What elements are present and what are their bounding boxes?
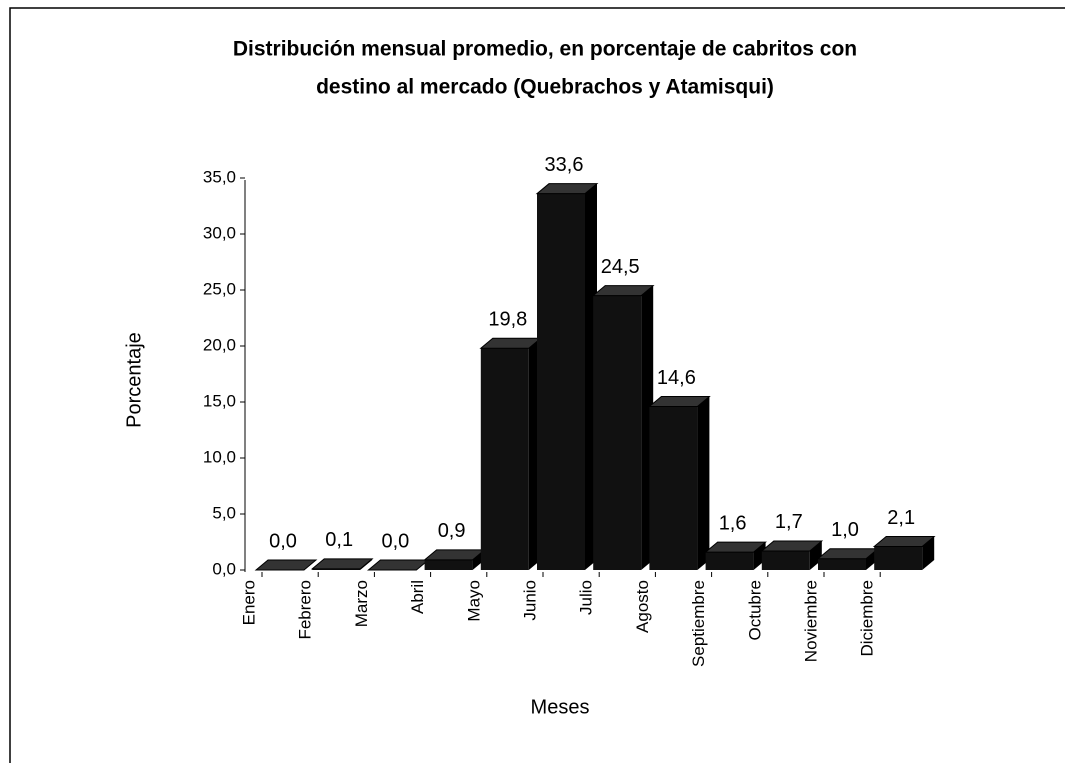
bar <box>818 558 866 570</box>
bar-side <box>360 558 373 570</box>
chart-title: destino al mercado (Quebrachos y Atamisq… <box>316 76 774 99</box>
x-tick-label: Julio <box>577 580 596 615</box>
y-axis-label: Porcentaje <box>123 332 145 428</box>
x-tick-label: Junio <box>520 580 539 621</box>
value-label: 0,0 <box>381 530 409 552</box>
frame <box>9 7 1065 763</box>
value-label: 1,7 <box>775 511 803 533</box>
x-tick-label: Febrero <box>296 580 315 640</box>
x-tick-label: Marzo <box>352 580 371 627</box>
value-label: 33,6 <box>545 154 584 176</box>
y-tick-label: 25,0 <box>203 279 236 298</box>
x-tick-label: Octubre <box>745 580 764 640</box>
x-tick-label: Septiembre <box>689 580 708 667</box>
value-label: 14,6 <box>657 367 696 389</box>
bar <box>761 550 810 570</box>
x-axis-label: Meses <box>531 696 590 718</box>
x-tick-label: Abril <box>408 580 427 614</box>
bar <box>874 546 923 570</box>
x-tick-label: Agosto <box>633 580 652 633</box>
bar <box>480 348 529 570</box>
value-label: 1,6 <box>719 512 747 534</box>
y-tick-label: 35,0 <box>203 167 236 186</box>
y-tick-label: 5,0 <box>212 503 236 522</box>
x-tick-label: Diciembre <box>858 580 877 657</box>
value-label: 0,1 <box>325 529 353 551</box>
value-label: 0,0 <box>269 530 297 552</box>
bar-side <box>697 396 710 570</box>
x-tick-label: Mayo <box>464 580 483 622</box>
y-tick-label: 15,0 <box>203 391 236 410</box>
bar-top <box>254 559 318 571</box>
y-tick-label: 0,0 <box>212 559 236 578</box>
bar <box>593 295 642 570</box>
bar <box>537 193 585 570</box>
bar <box>424 559 473 570</box>
value-label: 1,0 <box>831 519 859 541</box>
bar-side <box>809 540 822 570</box>
x-tick-label: Noviembre <box>801 580 820 662</box>
bar-top <box>367 559 430 571</box>
y-tick-label: 20,0 <box>203 335 236 354</box>
value-label: 2,1 <box>887 507 915 529</box>
x-tick-label: Enero <box>239 580 258 625</box>
chart-title: Distribución mensual promedio, en porcen… <box>233 38 857 61</box>
bar <box>649 406 698 570</box>
value-label: 24,5 <box>601 256 640 278</box>
y-tick-label: 10,0 <box>203 447 236 466</box>
value-label: 19,8 <box>488 309 527 331</box>
bar-side <box>922 536 935 570</box>
value-label: 0,9 <box>438 520 466 542</box>
y-tick-label: 30,0 <box>203 223 236 242</box>
bar <box>705 552 754 570</box>
bar-side <box>753 542 766 570</box>
bar <box>312 568 361 570</box>
